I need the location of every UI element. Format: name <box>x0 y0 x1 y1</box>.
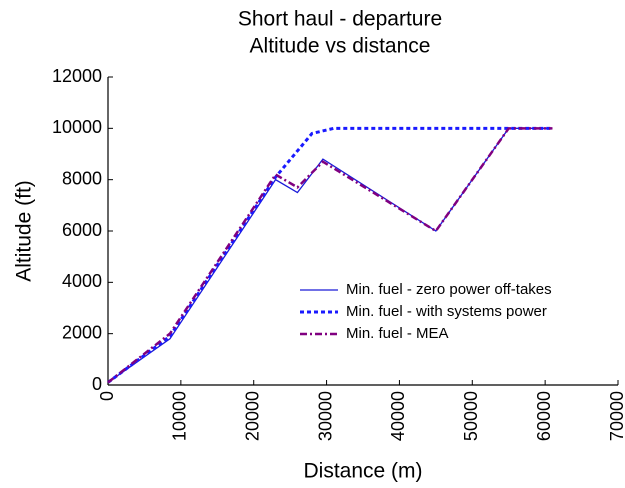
x-tick-label: 20000 <box>242 391 262 441</box>
x-tick-label: 30000 <box>315 391 335 441</box>
line <box>107 126 553 384</box>
x-tick-label: 10000 <box>170 391 190 441</box>
x-tick-label: 70000 <box>607 391 625 441</box>
y-tick-label: 12000 <box>52 66 102 86</box>
legend-label: Min. fuel - MEA <box>346 325 449 342</box>
y-tick-label: 2000 <box>62 322 102 342</box>
y-tick-label: 8000 <box>62 168 102 188</box>
y-tick-label: 4000 <box>62 271 102 291</box>
x-tick-label: 50000 <box>461 391 481 441</box>
y-tick-label: 6000 <box>62 220 102 240</box>
x-axis-label: Distance (m) <box>303 460 422 483</box>
chart-title: Altitude vs distance <box>250 35 431 58</box>
chart-title: Short haul - departure <box>238 8 442 31</box>
legend-label: Min. fuel - zero power off-takes <box>346 281 552 298</box>
y-tick-label: 0 <box>92 374 102 394</box>
line <box>107 127 553 384</box>
x-tick-label: 0 <box>97 391 117 401</box>
x-tick-label: 60000 <box>534 391 554 441</box>
y-tick-label: 10000 <box>52 117 102 137</box>
legend-label: Min. fuel - with systems power <box>346 303 547 320</box>
x-tick-label: 40000 <box>388 391 408 441</box>
y-axis-label: Altitude (ft) <box>13 180 36 282</box>
